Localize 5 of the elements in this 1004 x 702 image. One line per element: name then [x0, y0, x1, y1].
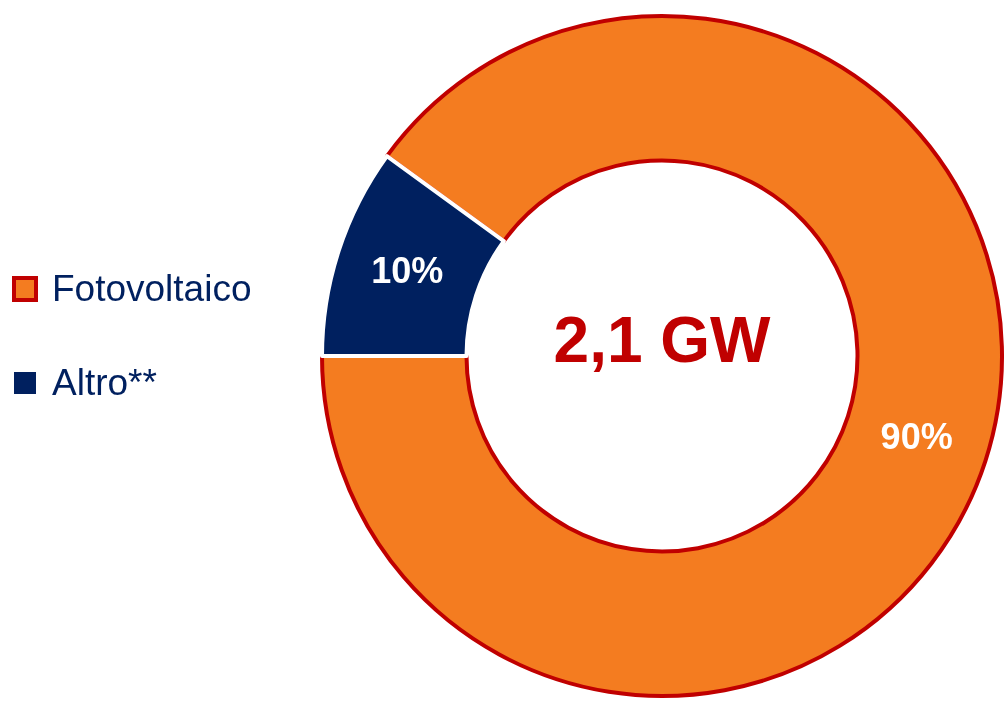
- legend-label: Fotovoltaico: [52, 268, 252, 310]
- data-label: 10%: [371, 250, 444, 292]
- text: 2,1 GW: [553, 303, 772, 376]
- data-label: 90%: [880, 415, 953, 457]
- legend-label: Altro**: [52, 362, 157, 404]
